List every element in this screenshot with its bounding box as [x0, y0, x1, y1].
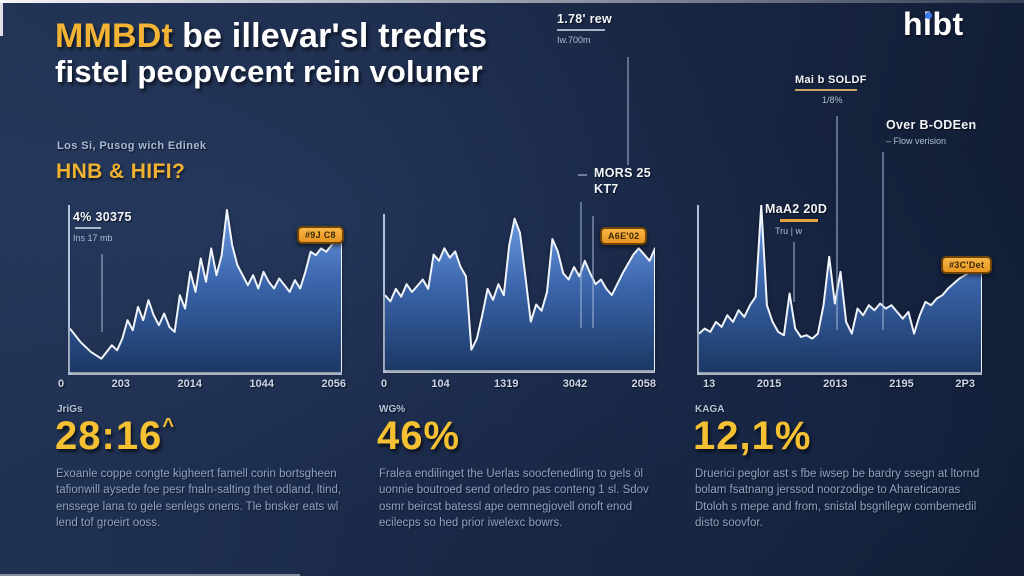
chart-left-x-axis: 0 203 2014 1044 2056 — [58, 378, 346, 390]
panel2-mid-callout-line1: MORS 25 — [594, 166, 651, 180]
panel2-mid-callout-line2: KT7 — [594, 182, 619, 196]
panel3-callout-c-title: MaA2 20D — [765, 202, 828, 216]
panel3-callout-line-a — [836, 116, 838, 330]
panel1-callout-underline — [75, 227, 101, 229]
panel3-callout-c: MaA2 20D Tru | w — [765, 202, 827, 236]
panel1-callout-sub: Ins 17 mb — [73, 233, 113, 243]
x-tick-label: 2P3 — [955, 378, 975, 390]
panel3-callout-a: Mai b SOLDF 1/8% — [795, 74, 867, 105]
chart-middle-svg — [385, 214, 655, 370]
panel2-callout-line-b — [592, 216, 594, 328]
x-tick-label: 2195 — [889, 378, 914, 390]
title-rest: be illevar'sl tredrts — [182, 17, 488, 55]
x-tick-label: 0 — [58, 378, 65, 390]
panel3-callout-line-b — [882, 152, 884, 330]
x-tick-label: 0 — [381, 378, 388, 390]
panel3-callout-a-underline — [795, 89, 857, 91]
x-tick-label: 2013 — [823, 378, 848, 390]
panel3-callout-b-sub: – Flow verision — [886, 136, 947, 146]
brand-logo-dot-icon — [925, 12, 932, 19]
panel2-chart-badge: A6E'02 — [600, 227, 648, 245]
x-tick-label: 13 — [703, 378, 716, 390]
chart-area-right — [697, 205, 982, 375]
panel2-top-callout-title: 1.78' rew — [557, 12, 613, 26]
x-tick-label: 2015 — [756, 378, 782, 390]
panel2-stat-label: WG% — [379, 404, 406, 415]
x-tick-label: 203 — [111, 378, 130, 390]
panel1-callout: 4% 30375 Ins 17 mb — [73, 210, 132, 243]
panel1-kicker: Los Si, Pusog wich Edinek — [57, 140, 207, 152]
panel2-mid-callout: MORS 25 KT7 — [594, 166, 651, 196]
chart-area-middle — [383, 214, 655, 373]
chart-area-left — [68, 205, 342, 375]
panel3-callout-a-sub: 1/8% — [822, 95, 843, 105]
panel1-callout-line — [101, 254, 103, 332]
x-tick-label: 1319 — [494, 378, 519, 390]
chart-right-x-axis: 13 2015 2013 2195 2P3 — [703, 378, 975, 390]
panel3-callout-c-underline — [780, 219, 818, 222]
x-tick-label: 2058 — [631, 378, 656, 390]
panel2-callout-line-top — [627, 57, 629, 165]
photo-edge-artifact-bottom — [0, 574, 300, 576]
panel2-stat-value: 46% — [377, 414, 461, 458]
chart-right-svg — [699, 205, 982, 372]
panel1-chart-badge: #9J C8 — [297, 226, 344, 244]
panel3-stat-label: KAGA — [695, 404, 725, 415]
panel1-stat-number: 28:16 — [55, 414, 163, 458]
brand-logo-text: hibt — [903, 6, 964, 42]
panel3-body-text: Druerici peglor ast s fbe iwsep be bardr… — [695, 468, 980, 529]
title-highlight: MMBDt — [55, 17, 174, 55]
x-tick-label: 2014 — [177, 378, 202, 390]
x-tick-label: 3042 — [562, 378, 588, 390]
panel3-callout-line-c — [793, 242, 795, 302]
panel3-callout-c-sub: Tru | w — [775, 226, 803, 236]
x-tick-label: 2056 — [321, 378, 346, 390]
panel2-mid-callout-tick — [578, 174, 587, 176]
panel3-callout-a-title: Mai b SOLDF — [795, 74, 867, 86]
panel1-subtitle: HNB & HIFI? — [56, 160, 186, 183]
panel2-callout-line-a — [580, 202, 582, 328]
up-caret-icon: ^ — [162, 415, 174, 437]
panel1-stat-label: JriGs — [57, 404, 83, 415]
panel1-callout-title: 4% 30375 — [73, 210, 132, 224]
panel2-top-callout-sub: Iw.700m — [557, 35, 591, 45]
chart-middle-x-axis: 0 104 1319 3042 2058 — [381, 378, 656, 390]
panel2-top-callout: 1.78' rew Iw.700m — [557, 12, 612, 45]
page-title: MMBDt be illevar'sl tredrts fistel peopvc… — [55, 17, 488, 90]
panel3-callout-b: Over B-ODEen – Flow verision — [886, 118, 976, 146]
panel1-body-text: Exoanle coppe congte kigheert famell cor… — [56, 468, 342, 529]
photo-edge-artifact-top — [0, 0, 1024, 3]
chart-left-svg — [70, 205, 342, 372]
panel2-top-callout-underline — [557, 29, 605, 31]
panel3-chart-badge: #3C'Det — [941, 256, 993, 274]
panel2-body-text: Fralea endilinget the Uerlas soocfenedli… — [379, 468, 649, 529]
panel3-callout-b-title: Over B-ODEen — [886, 118, 977, 132]
panel1-stat-value: 28:16^ — [55, 416, 174, 456]
x-tick-label: 104 — [431, 378, 450, 390]
panel3-stat-value: 12,1% — [693, 414, 812, 458]
brand-logo: hibt — [903, 6, 964, 43]
title-line2: fistel peopvcent rein voluner — [55, 54, 483, 90]
x-tick-label: 1044 — [249, 378, 274, 390]
photo-edge-artifact-left — [0, 0, 3, 36]
